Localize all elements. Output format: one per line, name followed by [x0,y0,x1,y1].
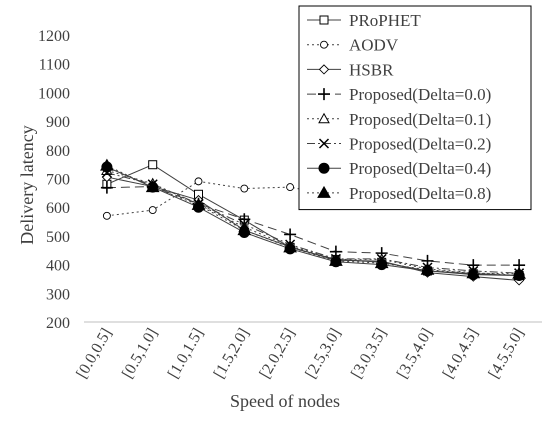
legend-label: Proposed(Delta=0.2) [349,135,491,154]
legend-label: Proposed(Delta=0.8) [349,184,491,203]
data-point-marker [420,262,435,275]
legend-item: HSBR [307,60,394,79]
data-point-marker [194,177,203,186]
y-tick-label: 1000 [38,85,70,102]
y-tick-label: 1200 [38,28,70,45]
legend-label: Proposed(Delta=0.1) [349,110,491,129]
data-point-marker [283,240,297,253]
series-line [106,176,520,281]
data-point-marker [512,266,526,279]
legend-item: Proposed(Delta=0.4) [307,159,491,178]
data-point-marker [318,112,330,124]
legend-label: PRoPHET [349,11,421,30]
y-tick-label: 900 [46,114,70,131]
data-point-marker [237,223,252,236]
series-proposed-delta-0-8 [100,158,526,279]
data-point-marker [318,138,330,149]
data-point-marker [317,185,331,198]
data-point-marker [318,88,330,101]
y-tick-label: 600 [46,200,70,217]
data-point-marker [148,206,157,215]
y-tick-label: 300 [46,286,70,303]
y-tick-label: 1100 [39,57,70,74]
x-axis-label: Speed of nodes [230,391,340,411]
legend-label: AODV [349,36,399,55]
legend: PRoPHET AODV HSBR Proposed(Delta=0.0) Propos… [298,5,532,211]
data-point-marker [286,183,295,192]
y-axis-label: Delivery latency [17,125,37,244]
data-point-marker [318,162,330,174]
legend-item: Proposed(Delta=0.1) [307,110,491,129]
legend-label: Proposed(Delta=0.4) [349,159,491,178]
data-point-marker [318,64,330,75]
data-point-marker [329,253,343,266]
legend-item: Proposed(Delta=0.8) [307,184,491,203]
legend-item: Proposed(Delta=0.2) [307,135,491,154]
legend-item: Proposed(Delta=0.0) [307,85,491,104]
legend-item: AODV [307,36,399,55]
legend-item: PRoPHET [307,11,421,30]
series-line [106,186,520,266]
data-point-marker [145,180,160,193]
data-point-marker [100,158,114,171]
series-line [106,166,520,277]
legend-box [298,5,532,211]
series-line [106,169,520,277]
data-point-marker [240,184,249,193]
data-point-marker [466,266,481,279]
y-tick-label: 200 [46,315,70,332]
data-point-marker [102,211,111,220]
legend-label: Proposed(Delta=0.0) [349,85,491,104]
data-point-marker [284,228,297,241]
data-point-marker [100,181,113,194]
data-point-marker [374,256,389,269]
y-tick-label: 800 [46,143,70,160]
data-point-marker [320,40,328,49]
data-point-marker [148,160,158,170]
legend-label: HSBR [349,60,394,79]
y-tick-label: 700 [46,172,70,189]
y-tick-label: 400 [46,258,70,275]
data-point-marker [319,15,329,25]
series-line [106,165,520,275]
data-point-marker [191,197,206,210]
y-tick-label: 500 [46,229,70,246]
